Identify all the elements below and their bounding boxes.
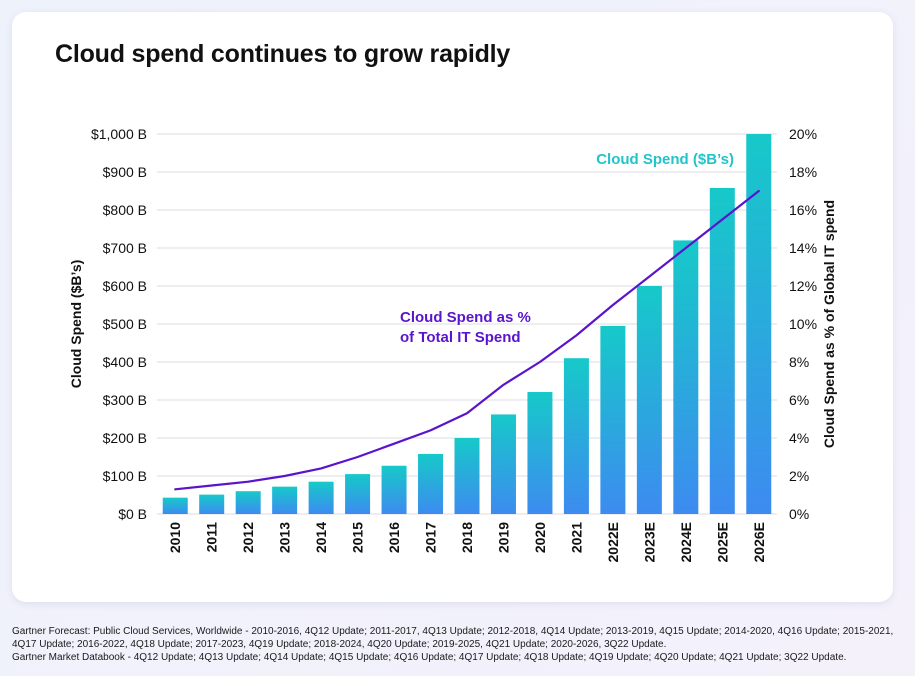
x-tick-label: 2012 — [240, 522, 256, 553]
y-tick-label: $500 B — [103, 316, 147, 332]
x-tick-label: 2016 — [386, 522, 402, 553]
bar — [673, 240, 699, 514]
y2-tick-label: 16% — [789, 202, 817, 218]
bar — [272, 486, 298, 514]
bar — [308, 481, 334, 514]
x-tick-label: 2011 — [204, 522, 220, 553]
y-tick-label: $200 B — [103, 430, 147, 446]
combo-chart: $0 B 0% $100 B 2% $200 B 4% $300 B 6% $400 B 8% $5… — [68, 126, 837, 562]
bar — [199, 494, 225, 514]
y2-tick-label: 2% — [789, 468, 809, 484]
bar-series-label: Cloud Spend ($B’s) — [596, 151, 734, 168]
line-series-label: Cloud Spend as % — [400, 309, 531, 326]
y2-tick-label: 0% — [789, 506, 809, 522]
bar — [454, 438, 480, 514]
y-tick-label: $600 B — [103, 278, 147, 294]
y2-tick-label: 6% — [789, 392, 809, 408]
bar — [381, 465, 407, 514]
bar — [709, 187, 735, 514]
y2-tick-label: 20% — [789, 126, 817, 142]
source-footnote: Gartner Forecast: Public Cloud Services,… — [12, 625, 902, 664]
bar — [418, 453, 444, 514]
x-tick-label: 2021 — [568, 522, 584, 553]
bar — [162, 497, 188, 514]
y-tick-label: $900 B — [103, 164, 147, 180]
x-tick-label: 2024E — [678, 522, 694, 562]
y2-tick-label: 10% — [789, 316, 817, 332]
bar — [563, 358, 589, 514]
chart-card: Cloud spend continues to grow rapidly — [12, 12, 893, 602]
y2-tick-label: 18% — [789, 164, 817, 180]
y2-tick-label: 12% — [789, 278, 817, 294]
y-axis-title: Cloud Spend ($B’s) — [68, 260, 84, 389]
x-tick-label: 2020 — [532, 522, 548, 553]
x-tick-label: 2010 — [167, 522, 183, 553]
bar — [636, 286, 662, 514]
x-tick-label: 2013 — [277, 522, 293, 553]
y2-axis-title: Cloud Spend as % of Global IT spend — [821, 200, 837, 448]
x-tick-label: 2022E — [605, 522, 621, 562]
x-tick-label: 2017 — [423, 522, 439, 553]
bar — [345, 474, 371, 514]
x-tick-label: 2023E — [641, 522, 657, 562]
bar — [527, 392, 553, 514]
x-tick-label: 2025E — [714, 522, 730, 562]
chart-title: Cloud spend continues to grow rapidly — [55, 40, 511, 68]
footnote-forecast: Gartner Forecast: Public Cloud Services,… — [12, 626, 894, 650]
y-tick-label: $800 B — [103, 202, 147, 218]
bar — [490, 414, 516, 514]
x-tick-label: 2014 — [313, 522, 329, 553]
y-tick-label: $100 B — [103, 468, 147, 484]
x-tick-label: 2015 — [350, 522, 366, 553]
bar — [600, 325, 626, 514]
bar — [235, 491, 261, 514]
footnote-databook: Gartner Market Databook - 4Q12 Update; 4… — [12, 652, 847, 663]
line-series — [174, 189, 760, 491]
y2-tick-label: 14% — [789, 240, 817, 256]
x-tick-label: 2026E — [751, 522, 767, 562]
line-series-label: of Total IT Spend — [400, 329, 521, 346]
y-tick-label: $700 B — [103, 240, 147, 256]
x-tick-label: 2019 — [495, 522, 511, 553]
y-tick-label: $0 B — [118, 506, 147, 522]
y2-tick-label: 8% — [789, 354, 809, 370]
y-tick-label: $400 B — [103, 354, 147, 370]
y-tick-label: $300 B — [103, 392, 147, 408]
y-tick-label: $1,000 B — [91, 126, 147, 142]
x-tick-label: 2018 — [459, 522, 475, 553]
y2-tick-label: 4% — [789, 430, 809, 446]
